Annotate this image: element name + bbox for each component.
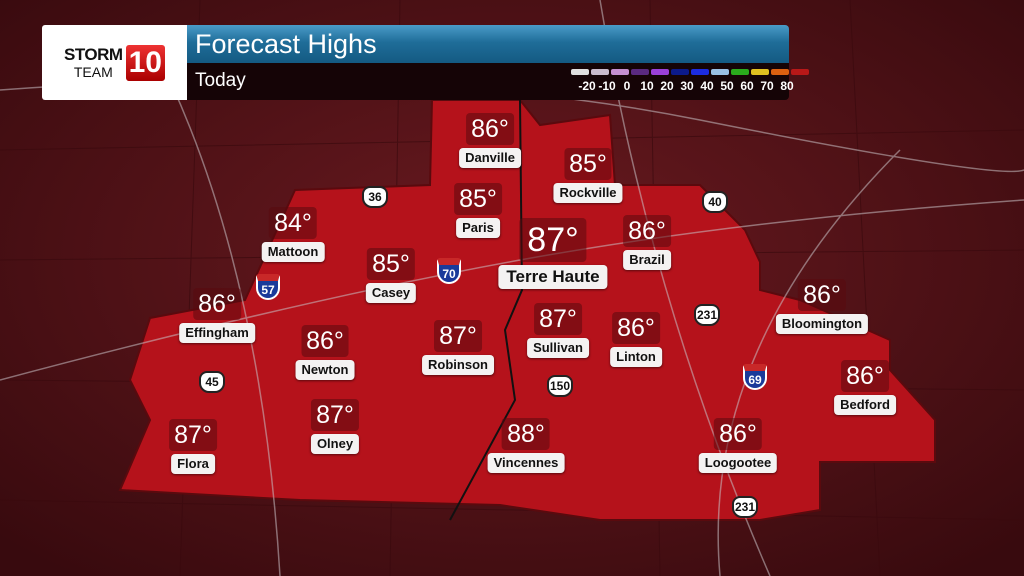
city-danville: 86° Danville — [459, 113, 521, 168]
legend-tick: -20 — [578, 79, 596, 93]
city-mattoon: 84° Mattoon — [261, 207, 325, 262]
temperature-legend — [571, 69, 809, 75]
legend-swatch — [791, 69, 809, 75]
city-label: Paris — [456, 218, 500, 238]
legend-tick: -10 — [598, 79, 616, 93]
city-robinson: 87° Robinson — [422, 320, 494, 375]
temperature: 86° — [301, 325, 349, 357]
city-label: Vincennes — [487, 453, 565, 473]
legend-swatch — [751, 69, 769, 75]
legend-tick: 50 — [720, 79, 734, 93]
legend-swatch — [571, 69, 589, 75]
legend-tick: 30 — [680, 79, 694, 93]
legend-swatch — [671, 69, 689, 75]
city-label: Bloomington — [775, 314, 869, 334]
city-label: Robinson — [422, 355, 494, 375]
legend-swatch — [631, 69, 649, 75]
legend-tick: 70 — [760, 79, 774, 93]
city-label: Sullivan — [527, 338, 589, 358]
legend-swatch — [711, 69, 729, 75]
us-route-150-shield-icon: 150 — [547, 375, 573, 397]
temperature: 86° — [798, 279, 846, 311]
temperature: 86° — [623, 215, 671, 247]
legend-ticks: -20 -10 0 10 20 30 40 50 60 70 80 — [577, 79, 797, 94]
temperature: 84° — [269, 207, 317, 239]
us-route-231-shield-icon: 231 — [694, 304, 720, 326]
legend-swatch — [771, 69, 789, 75]
storm-team-10-logo: STORM TEAM 10 — [42, 25, 187, 100]
city-brazil: 86° Brazil — [623, 215, 671, 270]
legend-swatch — [611, 69, 629, 75]
city-label: Effingham — [179, 323, 255, 343]
temperature: 85° — [564, 148, 612, 180]
legend-tick: 0 — [623, 79, 631, 93]
us-route-231-shield-icon: 231 — [732, 496, 758, 518]
interstate-69-shield-icon: 69 — [743, 364, 767, 390]
temperature: 87° — [534, 303, 582, 335]
city-rockville: 85° Rockville — [553, 148, 623, 203]
city-label: Bedford — [834, 395, 896, 415]
city-bedford: 86° Bedford — [834, 360, 896, 415]
header: STORM TEAM 10 Forecast Highs Today -20 -10… — [42, 25, 809, 100]
temperature: 87° — [311, 399, 359, 431]
city-label: Loogootee — [698, 453, 778, 473]
temperature: 87° — [519, 218, 587, 262]
temperature: 87° — [434, 320, 482, 352]
city-label: Flora — [171, 454, 215, 474]
title: Forecast Highs — [187, 25, 789, 63]
city-terre-haute: 87° Terre Haute — [498, 218, 608, 289]
temperature: 87° — [169, 419, 217, 451]
interstate-57-shield-icon: 57 — [256, 274, 280, 300]
legend-swatch — [691, 69, 709, 75]
city-label: Casey — [365, 283, 417, 303]
city-label: Olney — [310, 434, 360, 454]
city-paris: 85° Paris — [454, 183, 502, 238]
legend-tick: 40 — [700, 79, 714, 93]
temperature: 86° — [841, 360, 889, 392]
city-label: Brazil — [623, 250, 671, 270]
city-label: Rockville — [553, 183, 623, 203]
city-linton: 86° Linton — [610, 312, 662, 367]
us-route-40-shield-icon: 40 — [702, 191, 728, 213]
temperature: 86° — [193, 288, 241, 320]
legend-swatch — [591, 69, 609, 75]
city-label: Terre Haute — [498, 265, 608, 289]
city-newton: 86° Newton — [295, 325, 355, 380]
temperature: 85° — [367, 248, 415, 280]
interstate-70-shield-icon: 70 — [437, 258, 461, 284]
us-route-36-shield-icon: 36 — [362, 186, 388, 208]
legend-tick: 60 — [740, 79, 754, 93]
legend-swatch — [651, 69, 669, 75]
city-label: Newton — [295, 360, 355, 380]
subtitle: Today — [195, 70, 246, 91]
temperature: 85° — [454, 183, 502, 215]
temperature: 86° — [466, 113, 514, 145]
city-label: Danville — [459, 148, 521, 168]
city-effingham: 86° Effingham — [179, 288, 255, 343]
temperature: 86° — [714, 418, 762, 450]
city-casey: 85° Casey — [365, 248, 417, 303]
city-sullivan: 87° Sullivan — [527, 303, 589, 358]
city-flora: 87° Flora — [169, 419, 217, 474]
city-bloomington: 86° Bloomington — [775, 279, 869, 334]
city-label: Mattoon — [261, 242, 325, 262]
legend-tick: 10 — [640, 79, 654, 93]
us-route-45-shield-icon: 45 — [199, 371, 225, 393]
legend-tick: 20 — [660, 79, 674, 93]
temperature: 88° — [502, 418, 550, 450]
legend-tick: 80 — [780, 79, 794, 93]
legend-swatch — [731, 69, 749, 75]
temperature: 86° — [612, 312, 660, 344]
city-olney: 87° Olney — [310, 399, 360, 454]
subtitle-bar: Today -20 -10 0 10 20 30 40 50 60 70 80 — [187, 63, 809, 100]
city-label: Linton — [610, 347, 662, 367]
city-loogootee: 86° Loogootee — [698, 418, 778, 473]
city-vincennes: 88° Vincennes — [487, 418, 565, 473]
